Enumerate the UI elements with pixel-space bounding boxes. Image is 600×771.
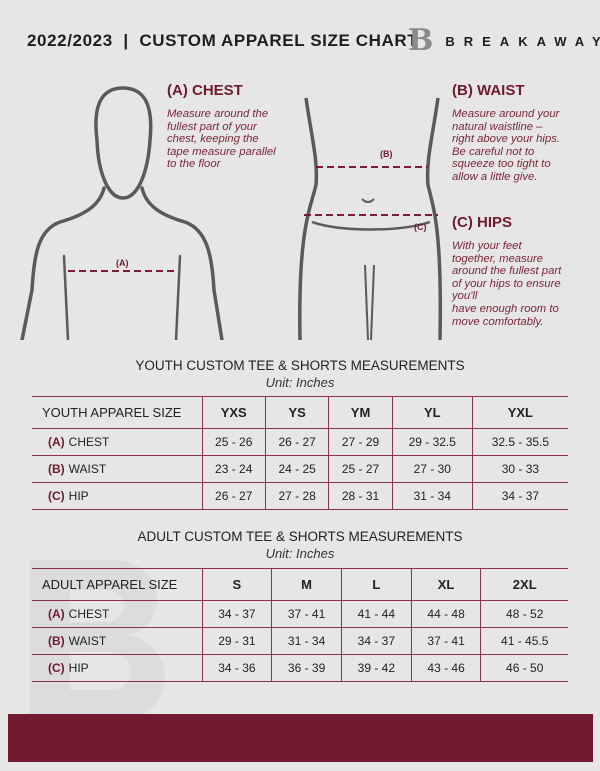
measure-label: (A) CHEST bbox=[32, 600, 203, 628]
measure-label: (C) HIP bbox=[32, 482, 203, 510]
measure-label: (B) WAIST bbox=[32, 455, 203, 483]
size-header: YXS bbox=[201, 396, 266, 429]
waist-description: Measure around your natural waistline – ri… bbox=[452, 108, 561, 183]
table-cell: 41 - 45.5 bbox=[480, 627, 568, 655]
table-cell: 26 - 27 bbox=[264, 428, 330, 456]
table-cell: 37 - 41 bbox=[410, 627, 482, 655]
waist-heading: (B) WAIST bbox=[452, 82, 525, 99]
table-cell: 28 - 31 bbox=[328, 482, 393, 510]
table-cell: 26 - 27 bbox=[201, 482, 266, 510]
table-cell: 44 - 48 bbox=[410, 600, 482, 628]
adult-size-table: ADULT APPAREL SIZE S M L XL 2XL (A) CHEST 34 - 3… bbox=[32, 568, 568, 682]
table-cell: 36 - 39 bbox=[271, 654, 342, 682]
size-header: YXL bbox=[471, 396, 568, 429]
brand-logo: B BREAKAWAY bbox=[408, 26, 600, 56]
table-cell: 34 - 37 bbox=[201, 600, 273, 628]
table-row: (C) HIP 34 - 36 36 - 39 39 - 42 43 - 46 46 - 5… bbox=[32, 654, 568, 682]
table-cell: 27 - 30 bbox=[391, 455, 473, 483]
measure-name: CHEST bbox=[68, 435, 110, 449]
measure-name: WAIST bbox=[68, 462, 107, 476]
table-cell: 43 - 46 bbox=[410, 654, 482, 682]
size-header: YS bbox=[264, 396, 330, 429]
youth-size-table: YOUTH APPAREL SIZE YXS YS YM YL YXL (A) CHEST 25… bbox=[32, 396, 568, 510]
table-cell: 24 - 25 bbox=[264, 455, 330, 483]
chest-description: Measure around the fullest part of your ch… bbox=[167, 108, 276, 171]
table-cell: 27 - 28 bbox=[264, 482, 330, 510]
measure-code: (B) bbox=[48, 634, 65, 648]
hips-heading: (C) HIPS bbox=[452, 214, 512, 231]
youth-table-title: YOUTH CUSTOM TEE & SHORTS MEASUREMENTS bbox=[135, 358, 465, 373]
size-header: M bbox=[271, 568, 342, 601]
brand-name: BREAKAWAY bbox=[445, 33, 600, 49]
adult-table-title: ADULT CUSTOM TEE & SHORTS MEASUREMENTS bbox=[137, 529, 463, 544]
table-cell: 27 - 29 bbox=[328, 428, 393, 456]
table-cell: 34 - 36 bbox=[201, 654, 273, 682]
measure-label: (C) HIP bbox=[32, 654, 203, 682]
measure-label: (B) WAIST bbox=[32, 627, 203, 655]
table-cell: 41 - 44 bbox=[340, 600, 412, 628]
table-cell: 31 - 34 bbox=[271, 627, 342, 655]
measure-code: (A) bbox=[48, 607, 65, 621]
footer-bar bbox=[8, 714, 593, 762]
table-cell: 34 - 37 bbox=[340, 627, 412, 655]
table-row: (A) CHEST 25 - 26 26 - 27 27 - 29 29 - 32.5 32… bbox=[32, 428, 568, 456]
table-row: (B) WAIST 29 - 31 31 - 34 34 - 37 37 - 41 41 -… bbox=[32, 627, 568, 655]
table-row: (A) CHEST 34 - 37 37 - 41 41 - 44 44 - 48 48 -… bbox=[32, 600, 568, 628]
table-cell: 31 - 34 bbox=[391, 482, 473, 510]
logo-mark-icon: B bbox=[408, 23, 434, 58]
size-header: S bbox=[201, 568, 273, 601]
table-cell: 48 - 52 bbox=[480, 600, 568, 628]
header-row: ADULT APPAREL SIZE S M L XL 2XL bbox=[32, 568, 568, 601]
header-row: YOUTH APPAREL SIZE YXS YS YM YL YXL bbox=[32, 396, 568, 429]
table-cell: 46 - 50 bbox=[480, 654, 568, 682]
size-label: YOUTH APPAREL SIZE bbox=[32, 396, 203, 429]
youth-table-unit: Unit: Inches bbox=[265, 375, 335, 390]
size-header: 2XL bbox=[480, 568, 568, 601]
page-title: 2022/2023 | CUSTOM APPAREL SIZE CHART bbox=[27, 31, 419, 50]
waist-marker: (B) bbox=[380, 149, 393, 159]
table-cell: 23 - 24 bbox=[201, 455, 266, 483]
measure-name: WAIST bbox=[68, 634, 107, 648]
chest-heading: (A) CHEST bbox=[167, 82, 243, 99]
body-illustrations bbox=[20, 86, 443, 340]
hips-description: With your feet together, measure around th… bbox=[452, 240, 562, 328]
measure-code: (C) bbox=[48, 661, 65, 675]
size-header: XL bbox=[410, 568, 482, 601]
table-cell: 29 - 32.5 bbox=[391, 428, 473, 456]
measure-name: CHEST bbox=[68, 607, 110, 621]
measure-code: (C) bbox=[48, 489, 65, 503]
table-cell: 37 - 41 bbox=[271, 600, 342, 628]
measure-name: HIP bbox=[68, 489, 89, 503]
table-cell: 29 - 31 bbox=[201, 627, 273, 655]
upper-body-figure bbox=[20, 86, 224, 340]
measure-code: (B) bbox=[48, 462, 65, 476]
table-cell: 32.5 - 35.5 bbox=[471, 428, 568, 456]
size-header: YM bbox=[328, 396, 393, 429]
size-label: ADULT APPAREL SIZE bbox=[32, 568, 203, 601]
table-cell: 34 - 37 bbox=[471, 482, 568, 510]
table-row: (B) WAIST 23 - 24 24 - 25 25 - 27 27 - 30 30 -… bbox=[32, 455, 568, 483]
chest-marker: (A) bbox=[116, 258, 129, 268]
adult-table-unit: Unit: Inches bbox=[265, 546, 335, 561]
measure-code: (A) bbox=[48, 435, 65, 449]
table-cell: 39 - 42 bbox=[340, 654, 412, 682]
lower-body-figure bbox=[298, 97, 443, 340]
measure-name: HIP bbox=[68, 661, 89, 675]
size-header: YL bbox=[391, 396, 473, 429]
table-row: (C) HIP 26 - 27 27 - 28 28 - 31 31 - 34 34 - 3… bbox=[32, 482, 568, 510]
hips-marker: (C) bbox=[414, 222, 427, 232]
measure-label: (A) CHEST bbox=[32, 428, 203, 456]
size-header: L bbox=[340, 568, 412, 601]
table-cell: 25 - 26 bbox=[201, 428, 266, 456]
table-cell: 30 - 33 bbox=[471, 455, 568, 483]
table-cell: 25 - 27 bbox=[328, 455, 393, 483]
